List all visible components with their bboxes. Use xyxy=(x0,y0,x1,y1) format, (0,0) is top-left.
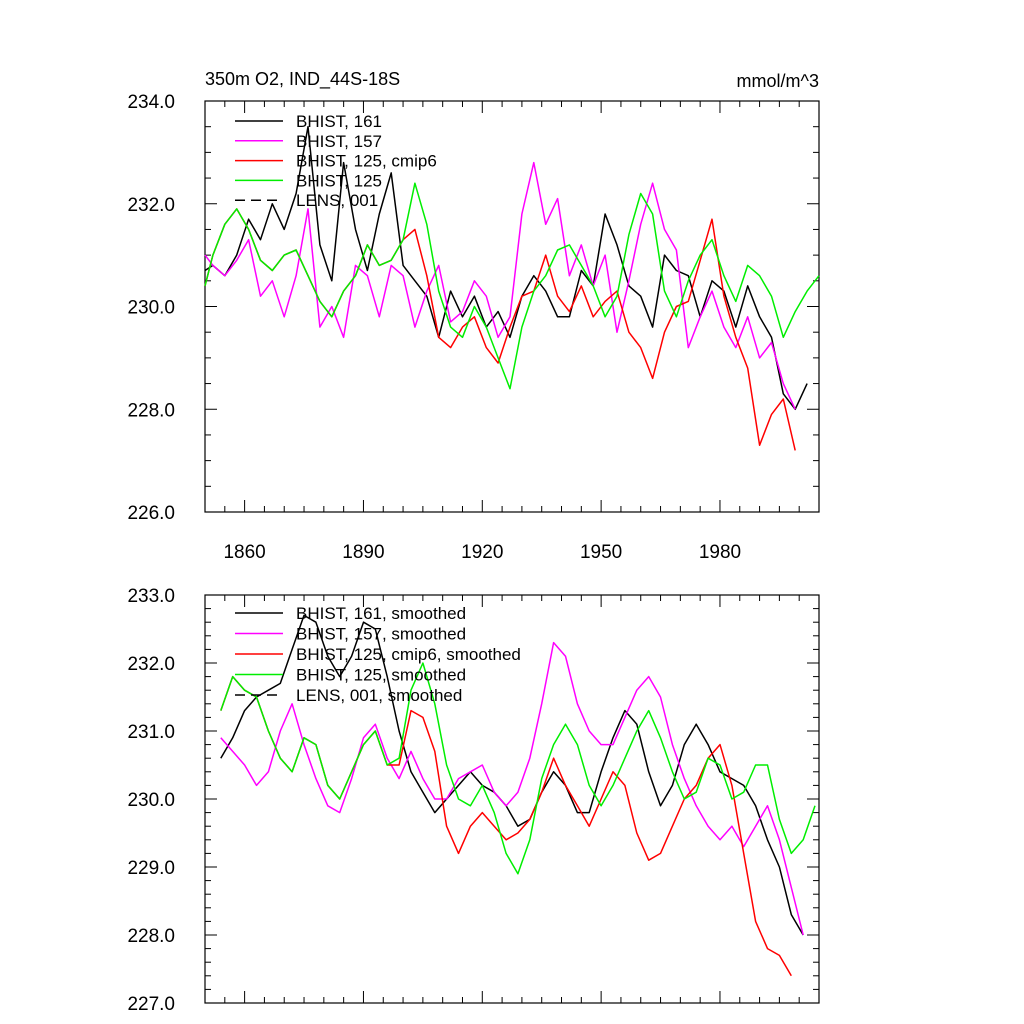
x-tick-label: 1890 xyxy=(342,542,384,563)
legend: BHIST, 161, smoothed BHIST, 157, smoothed… xyxy=(235,604,521,705)
y-tick-label: 230.0 xyxy=(127,298,175,319)
y-tick-label: 228.0 xyxy=(127,926,175,947)
legend-entry-bhist-125-cmip6-smoothed: BHIST, 125, cmip6, smoothed xyxy=(296,645,521,664)
x-tick-label: 1950 xyxy=(580,542,622,563)
legend-entry-bhist-161: BHIST, 161 xyxy=(296,112,382,131)
y-tick-label: 228.0 xyxy=(127,400,175,421)
y-tick-label: 230.0 xyxy=(127,790,175,811)
y-tick-label: 232.0 xyxy=(127,195,175,216)
x-tick-label: 1980 xyxy=(699,542,741,563)
y-tick-label: 233.0 xyxy=(127,586,175,607)
series-line-bhist-125 xyxy=(204,182,820,390)
series-line-bhist-125-smoothed xyxy=(220,662,816,875)
legend-entry-bhist-161-smoothed: BHIST, 161, smoothed xyxy=(296,604,466,623)
x-tick-label: 1860 xyxy=(223,542,265,563)
legend-entry-bhist-125: BHIST, 125 xyxy=(296,171,382,190)
legend-entry-lens-001: LENS, 001 xyxy=(296,191,378,210)
y-tick-label: 231.0 xyxy=(127,722,175,743)
y-tick-label: 227.0 xyxy=(127,994,175,1015)
legend-entry-bhist-125-cmip6: BHIST, 125, cmip6 xyxy=(296,152,437,171)
y-tick-label: 234.0 xyxy=(127,92,175,113)
chart-title: 350m O2, IND_44S-18S xyxy=(205,69,400,90)
legend-entry-bhist-157: BHIST, 157 xyxy=(296,132,382,151)
legend-entry-lens-001-smoothed: LENS, 001, smoothed xyxy=(296,686,462,705)
legend-entry-bhist-125-smoothed: BHIST, 125, smoothed xyxy=(296,666,466,685)
series-line-bhist-125-cmip6 xyxy=(204,208,796,451)
series-line-bhist-161 xyxy=(204,125,808,411)
y-tick-label: 232.0 xyxy=(127,654,175,675)
series-line-bhist-125-cmip6-smoothed xyxy=(220,675,792,977)
x-tick-label: 1920 xyxy=(461,542,503,563)
series-line-bhist-161-smoothed xyxy=(220,614,804,936)
chart-panel-2: 227.0 228.0 229.0 230.0 231.0 232.0 233.0 BHIST… xyxy=(127,586,820,1015)
series-line-bhist-157 xyxy=(204,161,796,410)
y-tick-label: 229.0 xyxy=(127,858,175,879)
legend-entry-bhist-157-smoothed: BHIST, 157, smoothed xyxy=(296,625,466,644)
series-line-bhist-157-smoothed xyxy=(220,641,804,936)
y-tick-label: 226.0 xyxy=(127,503,175,524)
units-label: mmol/m^3 xyxy=(737,71,819,91)
chart-panel-1: 226.0 228.0 230.0 232.0 234.0 1860 1890 1920 195… xyxy=(127,69,820,563)
